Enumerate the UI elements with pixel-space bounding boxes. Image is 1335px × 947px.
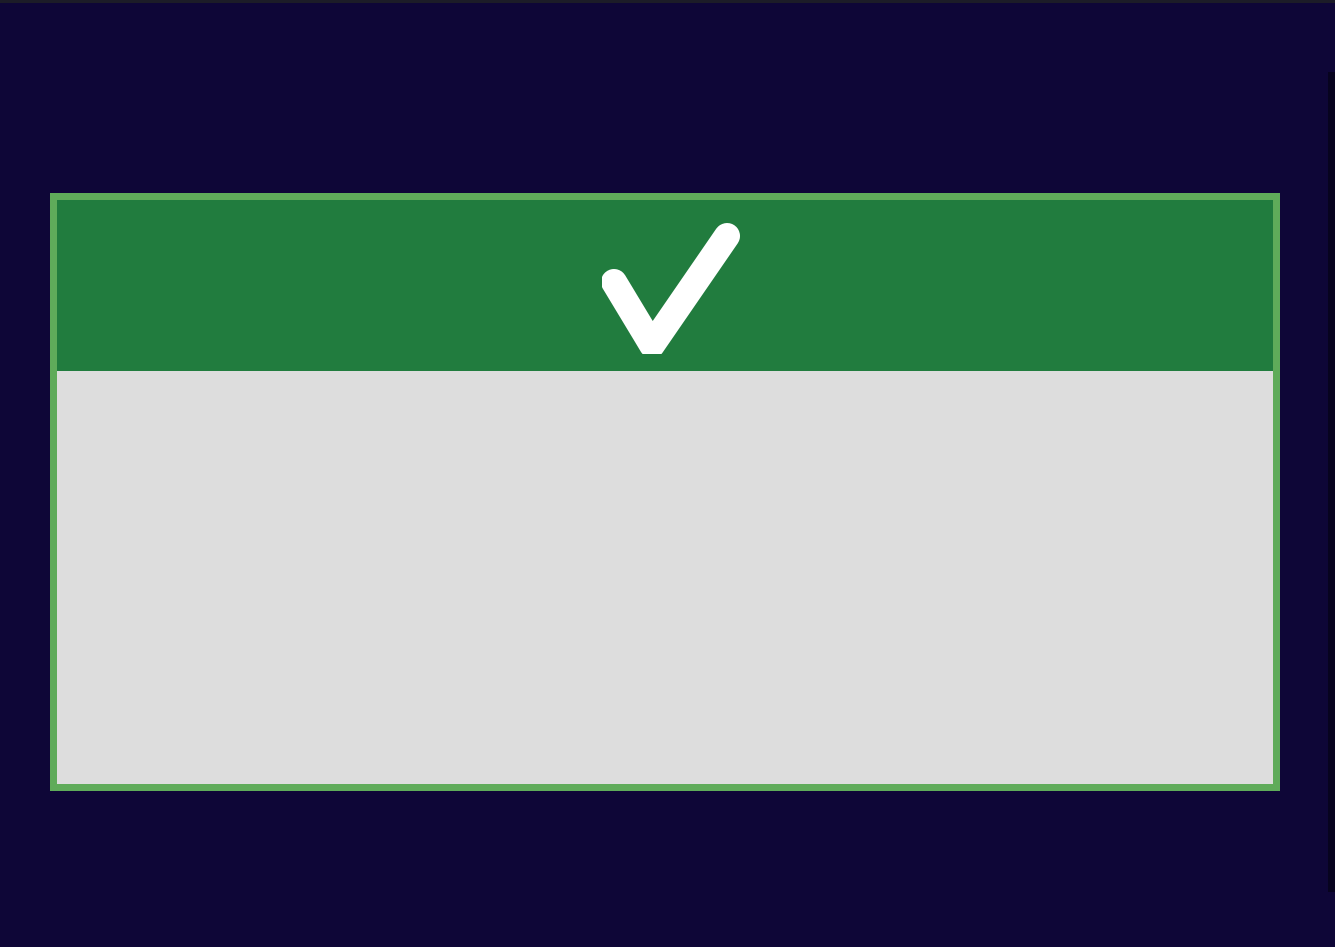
check-icon: [602, 223, 740, 354]
right-edge-divider: [1328, 72, 1335, 892]
success-dialog: [50, 193, 1280, 791]
top-edge-divider: [0, 0, 1335, 3]
dialog-body: [57, 371, 1273, 784]
dialog-header: [57, 200, 1273, 371]
